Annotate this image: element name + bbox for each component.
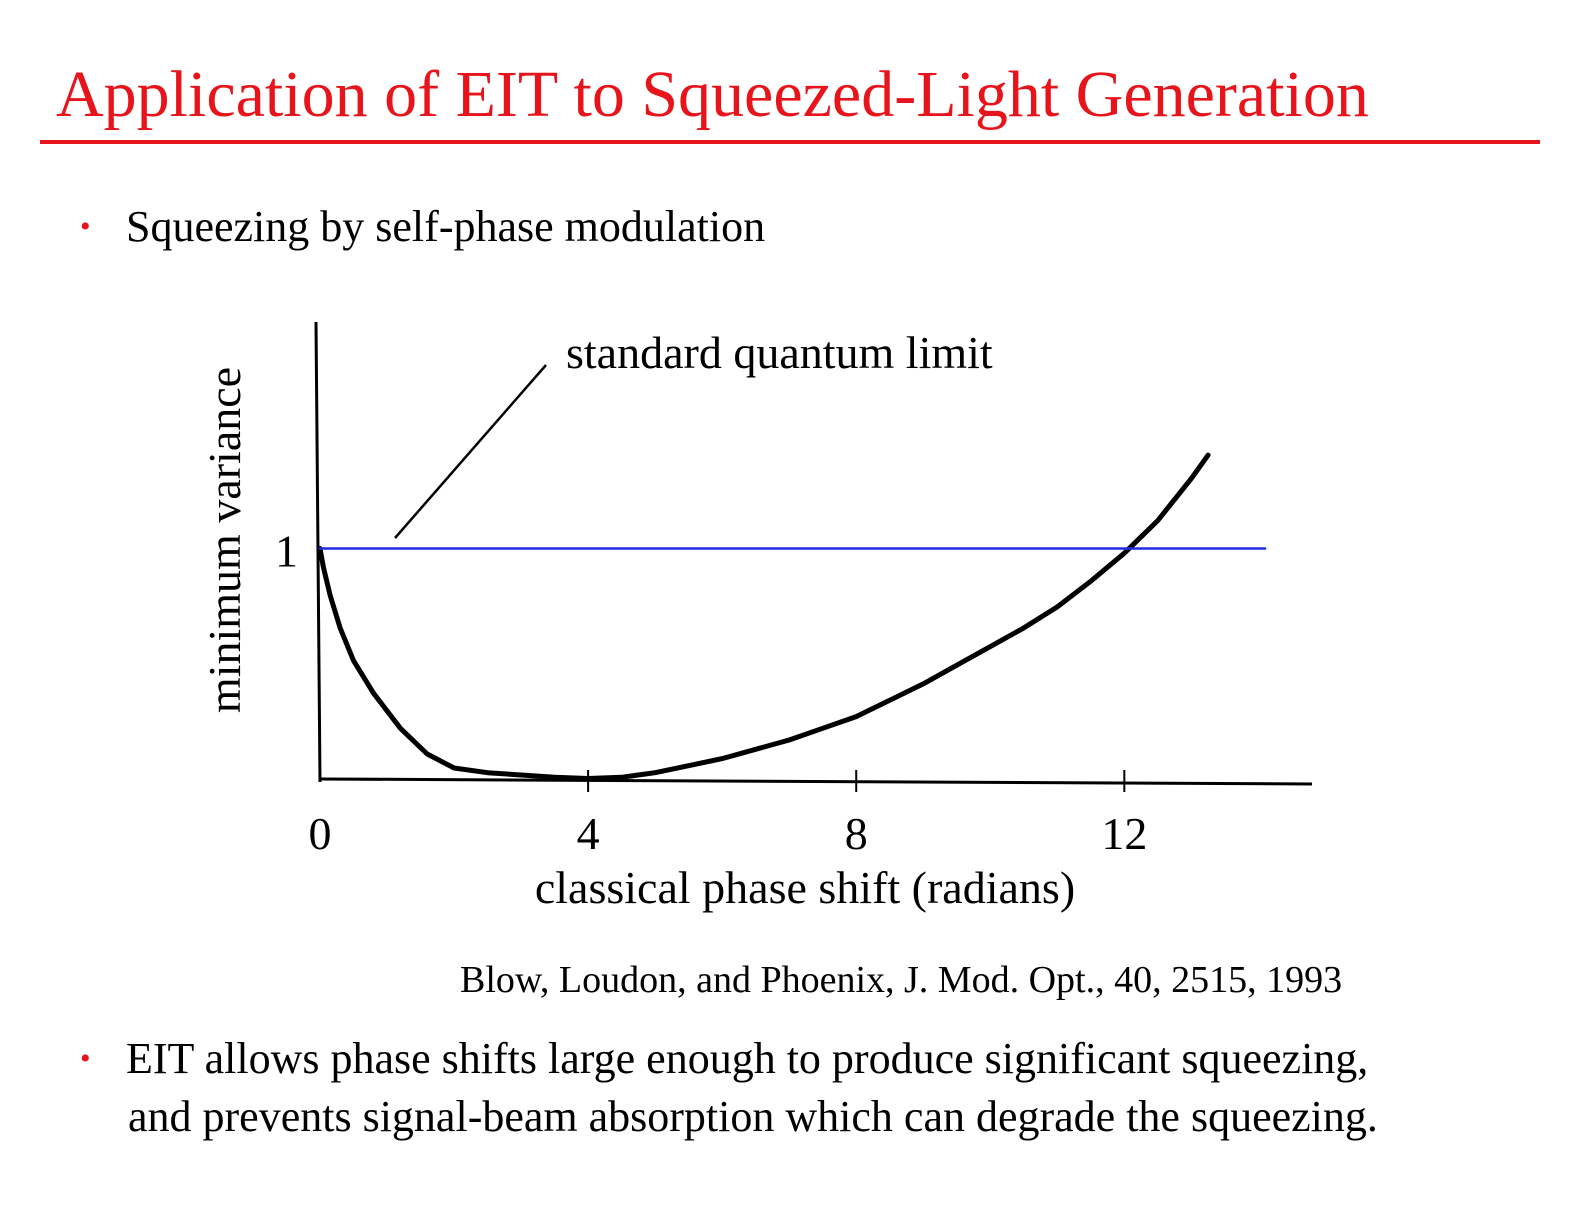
x-tick-label: 4 — [577, 808, 600, 859]
y-tick-label: 1 — [275, 525, 298, 576]
chart-labels: 0 4 8 12 1 standard quantum limit classical ph… — [199, 327, 1147, 913]
y-axis-title: minimum variance — [199, 367, 250, 713]
bullet-dot-icon: • — [80, 1042, 91, 1075]
x-tick-label: 0 — [309, 808, 332, 859]
annotation-pointer — [394, 364, 547, 539]
variance-curve — [317, 452, 1211, 781]
chart-series — [317, 452, 1267, 781]
x-axis — [319, 777, 1313, 786]
y-axis — [314, 321, 322, 783]
title-underline — [40, 140, 1540, 144]
citation: Blow, Loudon, and Phoenix, J. Mod. Opt.,… — [460, 959, 1343, 1001]
x-tick-label: 8 — [845, 808, 868, 859]
slide-title: Application of EIT to Squeezed-Light Gen… — [56, 58, 1369, 131]
x-axis-title: classical phase shift (radians) — [535, 862, 1075, 913]
chart-axes — [314, 321, 1313, 786]
bullet-text-line1: EIT allows phase shifts large enough to … — [126, 1034, 1369, 1083]
x-tick-label: 12 — [1101, 808, 1147, 859]
annotation-label: standard quantum limit — [566, 327, 993, 378]
bullet-dot-icon: • — [80, 210, 91, 243]
chart-ticks — [587, 770, 1126, 792]
bullet-text-line2: and prevents signal-beam absorption whic… — [128, 1092, 1378, 1141]
bullet-text: Squeezing by self-phase modulation — [126, 202, 766, 251]
